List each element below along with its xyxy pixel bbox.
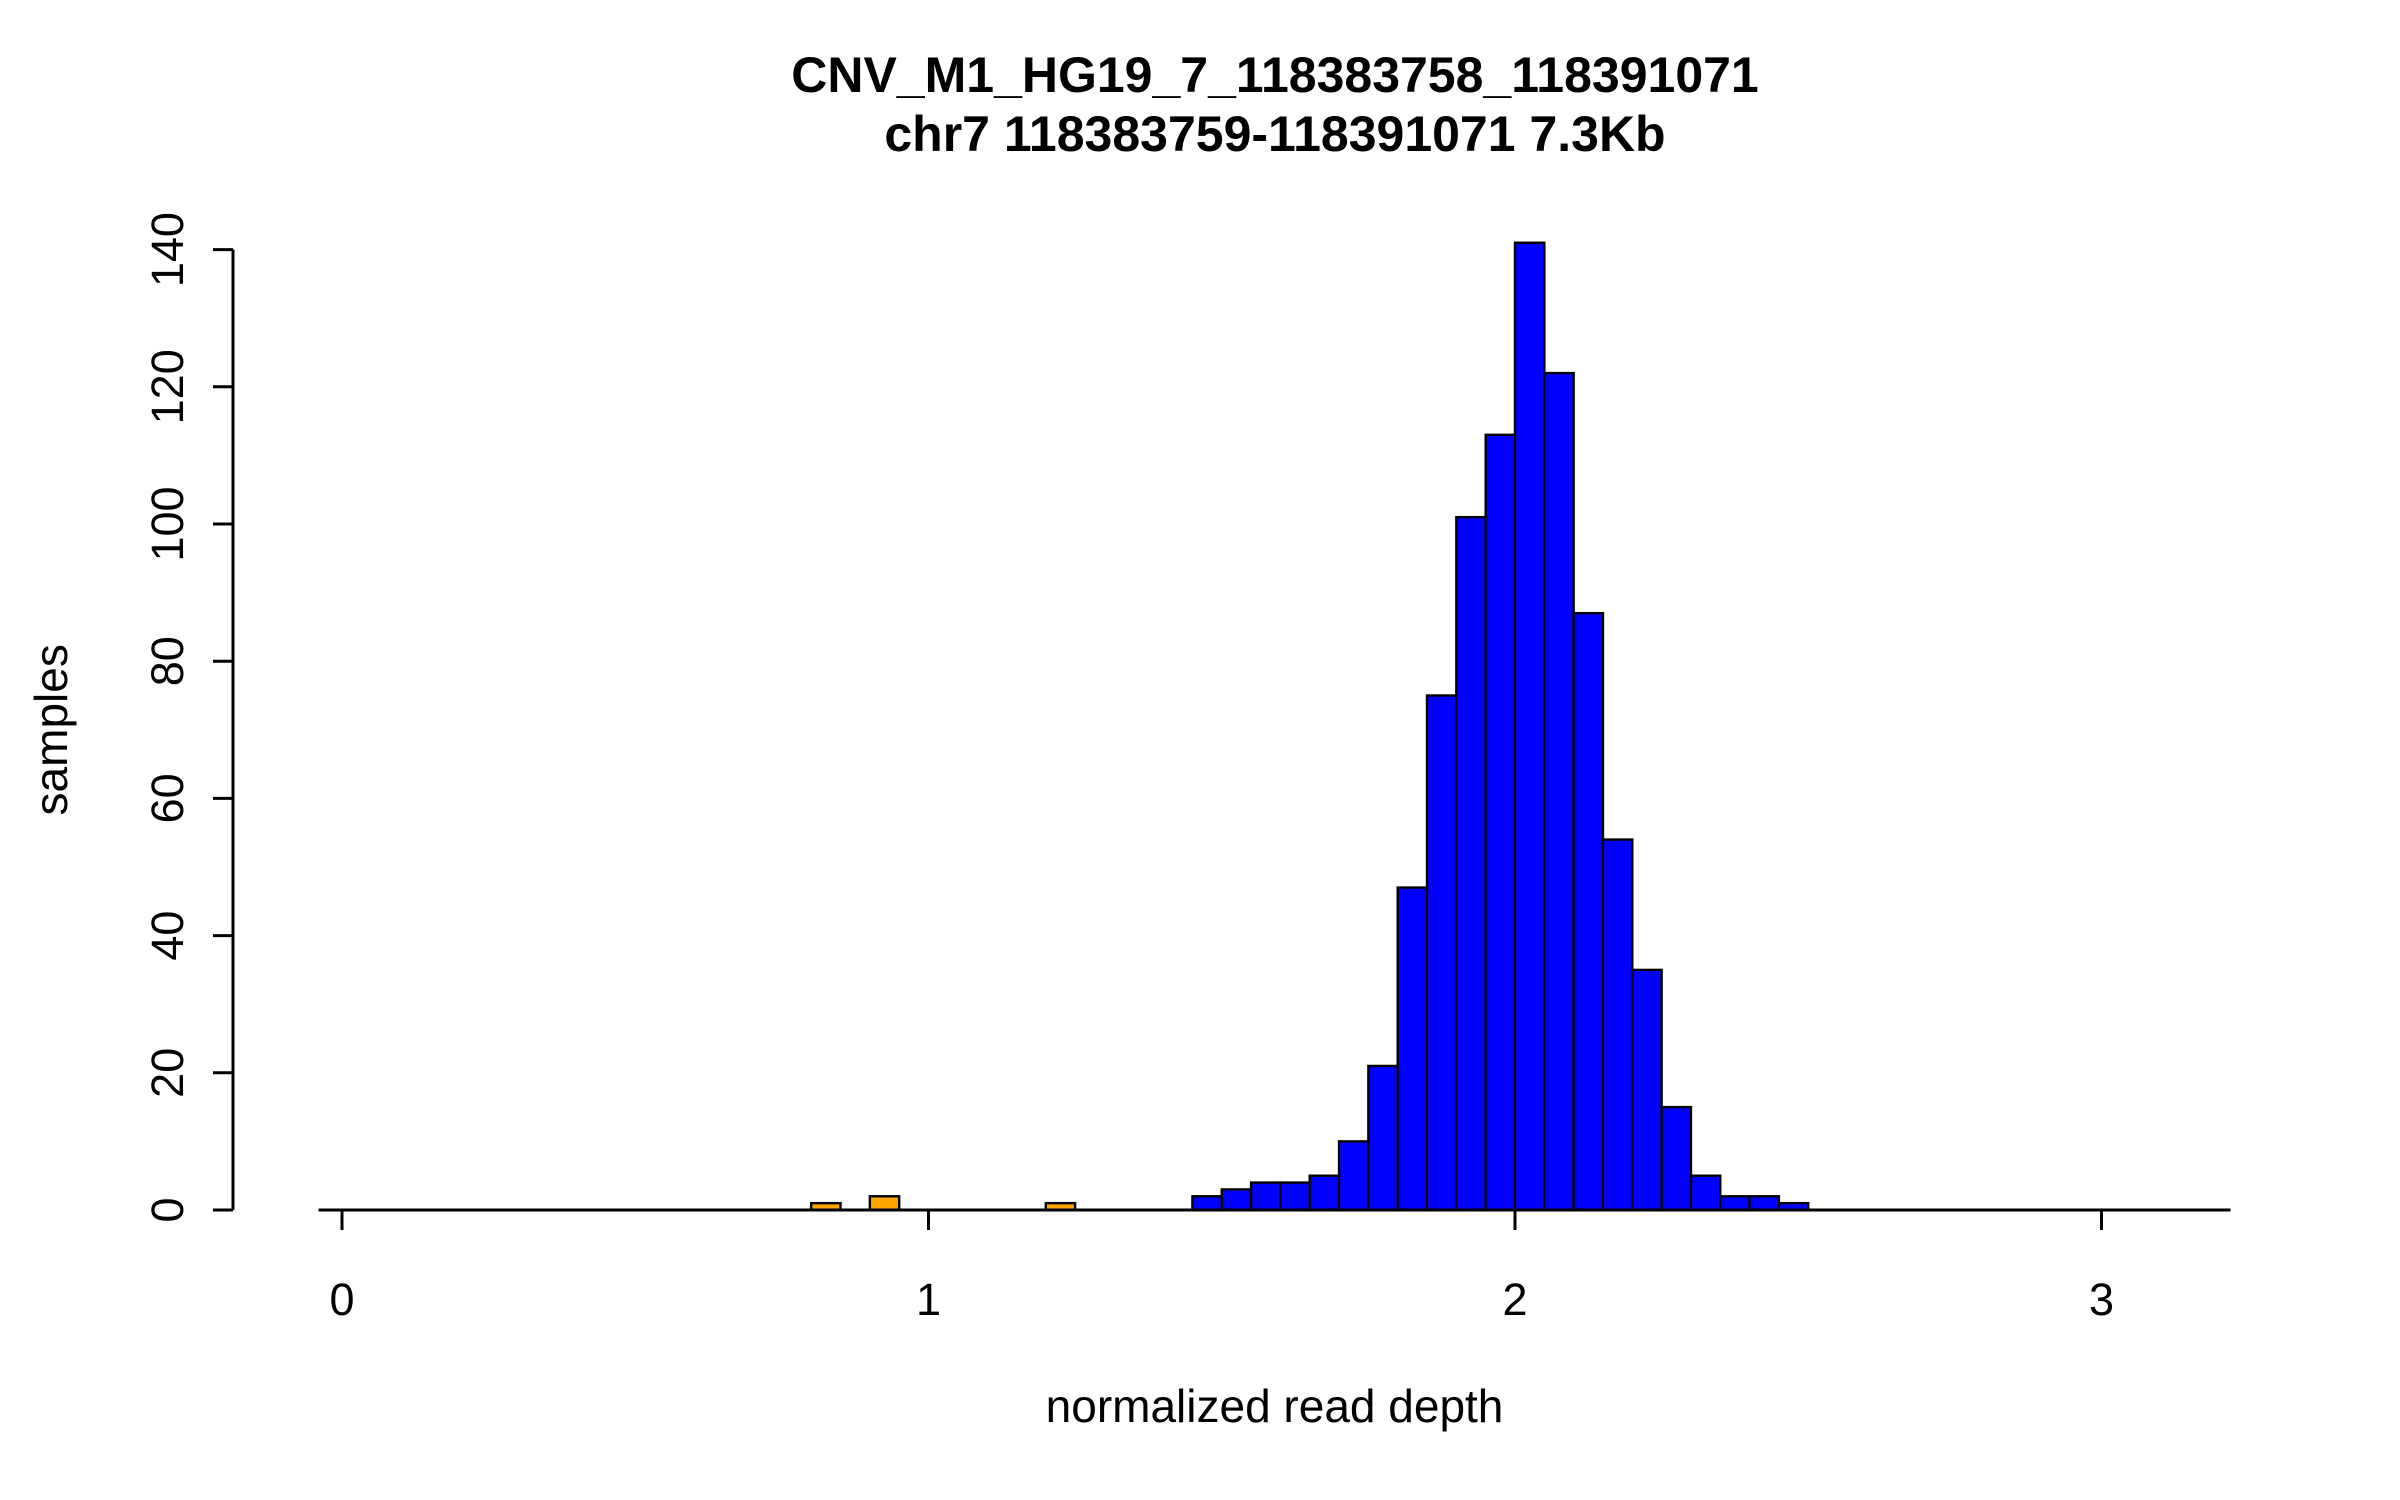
histogram-bar [1748, 1195, 1781, 1212]
x-tick-label: 0 [329, 1274, 354, 1325]
y-tick-label: 60 [142, 773, 193, 823]
x-tick-label: 3 [2089, 1274, 2114, 1325]
y-tick-label: 40 [142, 911, 193, 961]
histogram-bar [1396, 886, 1429, 1212]
histogram-bar [1249, 1181, 1282, 1212]
histogram-bar [1601, 838, 1634, 1212]
y-axis-label: samples [25, 644, 77, 815]
y-tick-label: 0 [142, 1197, 193, 1222]
histogram-bar [1572, 611, 1605, 1212]
x-axis-label: normalized read depth [1046, 1380, 1504, 1432]
y-tick-label: 100 [142, 486, 193, 561]
histogram-bar [1367, 1064, 1399, 1212]
y-tick-label: 140 [142, 212, 193, 287]
chart-header: CNV_M1_HG19_7_118383758_118391071 chr7 1… [150, 46, 2400, 164]
histogram-bar [1455, 515, 1487, 1212]
histogram-bar [868, 1195, 901, 1212]
histogram-bar [1543, 371, 1575, 1212]
histogram-bar [1191, 1195, 1223, 1212]
histogram-bar [1689, 1174, 1722, 1212]
histogram-bar [1719, 1195, 1751, 1212]
x-tick-label: 2 [1502, 1274, 1527, 1325]
histogram-bar [1484, 433, 1517, 1212]
y-tick-label: 80 [142, 636, 193, 686]
chart-subtitle: chr7 118383759-118391071 7.3Kb [884, 106, 1666, 162]
x-tick-label: 1 [916, 1274, 941, 1325]
histogram-bar [1337, 1140, 1370, 1212]
histogram-bar [1279, 1181, 1311, 1212]
y-tick-label: 120 [142, 349, 193, 424]
histogram-bar [1513, 241, 1546, 1212]
histogram-bar [1308, 1174, 1341, 1212]
chart-title: CNV_M1_HG19_7_118383758_118391071 [791, 47, 1759, 103]
histogram-bar [1425, 694, 1458, 1212]
y-tick-label: 20 [142, 1048, 193, 1098]
histogram-bar [1631, 968, 1663, 1212]
histogram-bar [1220, 1188, 1253, 1212]
histogram-bar [1660, 1105, 1693, 1212]
